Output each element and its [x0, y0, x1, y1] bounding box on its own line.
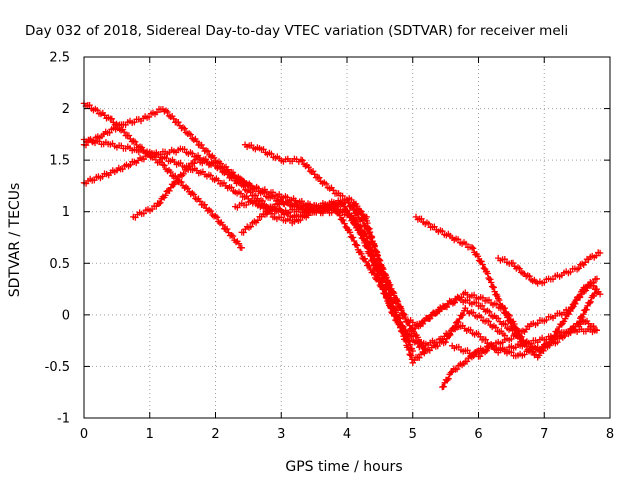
- y-tick-label: 0.5: [49, 257, 70, 272]
- x-tick-label: 6: [474, 427, 482, 442]
- axis-ticks: [83, 56, 611, 419]
- y-tick-labels: -1 -0.5 0 0.5 1 1.5 2 2.5: [45, 51, 70, 427]
- series-markers: [449, 317, 600, 360]
- x-tick-label: 4: [343, 427, 351, 442]
- x-tick-label: 2: [211, 427, 219, 442]
- data-series: [80, 100, 604, 391]
- x-tick-label: 1: [146, 427, 154, 442]
- series-markers: [80, 100, 245, 251]
- x-tick-labels: 0 1 2 3 4 5 6 7 8: [80, 427, 614, 442]
- y-tick-label: 2: [62, 102, 70, 117]
- series-t3: [80, 136, 416, 355]
- series-markers: [130, 156, 508, 354]
- y-tick-label: 1: [62, 205, 70, 220]
- chart-title: Day 032 of 2018, Sidereal Day-to-day VTE…: [25, 23, 568, 39]
- x-tick-label: 3: [277, 427, 285, 442]
- y-tick-label: 1.5: [49, 154, 70, 169]
- x-tick-label: 5: [409, 427, 417, 442]
- series-markers: [80, 136, 416, 355]
- y-tick-label: -0.5: [45, 360, 70, 375]
- series-t1: [80, 100, 245, 251]
- x-tick-label: 0: [80, 427, 88, 442]
- x-tick-label: 8: [606, 427, 614, 442]
- series-t5: [130, 156, 508, 354]
- y-axis-title: SDTVAR / TECUs: [7, 183, 23, 298]
- y-tick-label: 0: [62, 308, 70, 323]
- y-tick-label: -1: [57, 412, 70, 427]
- y-tick-label: 2.5: [49, 51, 70, 66]
- series-t10: [495, 249, 604, 287]
- series-t12: [449, 317, 600, 360]
- series-markers: [495, 249, 604, 287]
- x-tick-label: 7: [540, 427, 548, 442]
- x-axis-title: GPS time / hours: [285, 459, 402, 475]
- grid-lines: [84, 57, 610, 418]
